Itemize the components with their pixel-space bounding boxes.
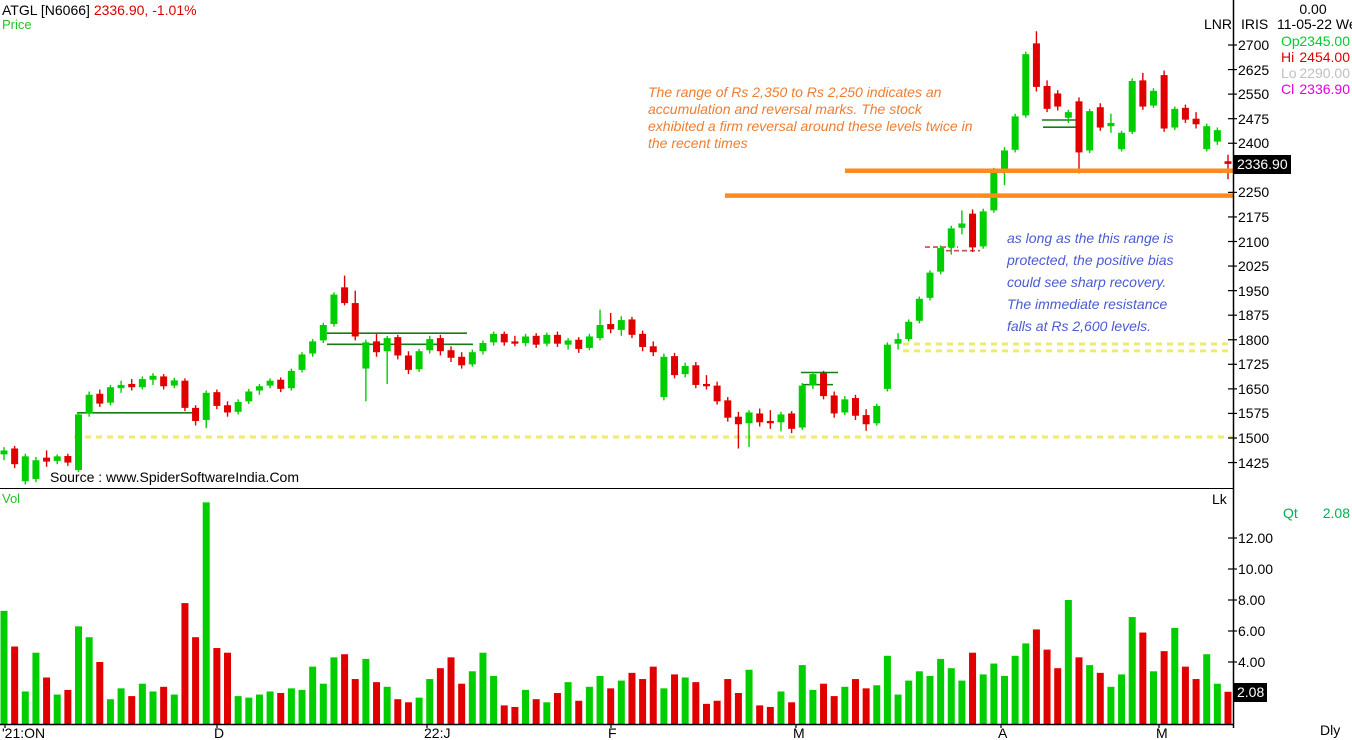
quote-date: 11-05-22 We [1277,16,1352,32]
current-volume-chip: 2.08 [1234,682,1268,702]
price-tick-label: 1875 [1238,307,1270,324]
price-tick-label: 2400 [1238,135,1270,152]
quote-label-hi: Hi [1281,49,1295,65]
x-axis-month-label: M [793,725,805,740]
price-tick-label: 2625 [1238,61,1270,78]
quote-label-cl: Cl [1281,81,1295,97]
source-note: Source : www.SpiderSoftwareIndia.Com [50,469,299,485]
volume-panel-label: Vol [2,491,21,506]
quote-value-hi: 2454.00 [1299,49,1350,65]
periodicity-label: Dly [1320,722,1341,738]
volume-tick-label: 12.00 [1238,530,1274,546]
quote-value-cl: 2336.90 [1299,81,1350,97]
quote-value-op: 2345.00 [1299,33,1350,49]
crosshair-value: 0.00 [1299,1,1327,17]
price-tick-label: 2175 [1238,208,1270,225]
quote-label-lo: Lo [1281,65,1297,81]
current-price-chip: 2336.90 [1234,154,1291,174]
x-axis-month-label: '21:ON [2,725,46,740]
price-tick-label: 2025 [1238,258,1270,275]
price-tick-label: 1425 [1238,454,1270,471]
price-tick-label: 2100 [1238,233,1270,250]
x-axis-month-label: M [1156,725,1168,740]
price-tick-label: 2700 [1238,37,1270,53]
last-price: 2336.90, [93,2,149,18]
blue-annotation: as long as the this range is protected, … [1007,230,1174,334]
volume-tick-label: 6.00 [1238,623,1266,639]
quote-label-op: Op [1281,33,1300,49]
price-tick-label: 2475 [1238,110,1270,127]
price-tick-label: 1950 [1238,282,1270,299]
x-axis-month-label: 22:J [424,725,451,740]
qt-value: 2.08 [1322,505,1350,521]
orange-annotation: The range of Rs 2,350 to Rs 2,250 indica… [648,84,973,151]
qt-label: Qt [1283,505,1298,521]
price-tick-label: 1500 [1238,430,1270,446]
price-tick-label: 1650 [1238,380,1270,397]
x-axis-month-label: F [608,725,617,740]
price-panel-label: Price [2,17,32,32]
price-tick-label: 1725 [1238,356,1270,373]
volume-tick-label: 4.00 [1238,654,1266,670]
price-tick-label: 2550 [1238,86,1270,103]
x-axis-month-label: D [214,725,225,740]
price-tick-label: 2250 [1238,184,1270,201]
overlay-label: LNR [1204,16,1233,32]
price-tick-label: 1800 [1238,331,1270,348]
quote-value-lo: 2290.00 [1299,65,1350,81]
volume-tick-label: 10.00 [1238,561,1274,577]
indicator-label: IRIS [1241,16,1269,32]
volume-unit-label: Lk [1212,491,1227,507]
change-percent: -1.01% [152,2,197,18]
price-tick-label: 1575 [1238,405,1270,422]
symbol-name: ATGL [N6066] [2,2,90,18]
header: ATGL [N6066] 2336.90, -1.01% [2,2,197,18]
volume-tick-label: 8.00 [1238,592,1266,608]
x-axis-month-label: A [998,725,1008,740]
